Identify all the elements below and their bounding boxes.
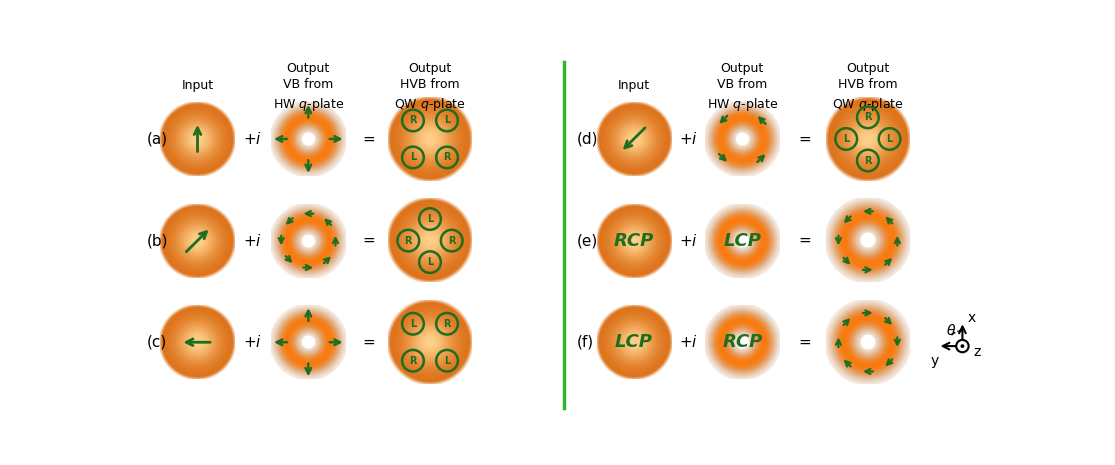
Text: Output
HVB from
QW $q$-plate: Output HVB from QW $q$-plate — [832, 62, 904, 113]
Text: R: R — [409, 356, 417, 365]
Text: +$i$: +$i$ — [243, 131, 262, 147]
Text: (d): (d) — [578, 132, 599, 146]
Text: L: L — [410, 319, 416, 329]
Text: (a): (a) — [147, 132, 168, 146]
Text: Input: Input — [182, 79, 214, 92]
Text: +$i$: +$i$ — [679, 131, 698, 147]
Text: Output
VB from
HW $q$-plate: Output VB from HW $q$-plate — [707, 62, 778, 113]
Text: =: = — [362, 335, 376, 350]
Text: Output
VB from
HW $q$-plate: Output VB from HW $q$-plate — [273, 62, 343, 113]
Text: (f): (f) — [578, 335, 594, 350]
Text: LCP: LCP — [614, 333, 652, 351]
Circle shape — [957, 340, 969, 352]
Text: L: L — [886, 134, 893, 144]
Text: RCP: RCP — [723, 333, 763, 351]
Text: (b): (b) — [147, 233, 168, 248]
Text: R: R — [405, 236, 413, 246]
Text: L: L — [444, 356, 450, 365]
Text: (c): (c) — [147, 335, 167, 350]
Text: =: = — [798, 132, 812, 146]
Text: Output
HVB from
QW $q$-plate: Output HVB from QW $q$-plate — [394, 62, 466, 113]
Text: R: R — [409, 115, 417, 126]
Text: (e): (e) — [578, 233, 599, 248]
Text: +$i$: +$i$ — [679, 334, 698, 350]
Text: R: R — [444, 153, 450, 162]
Text: L: L — [427, 214, 433, 224]
Text: z: z — [973, 345, 981, 359]
Circle shape — [960, 344, 964, 348]
Text: L: L — [843, 134, 850, 144]
Text: +$i$: +$i$ — [243, 232, 262, 249]
Text: =: = — [798, 335, 812, 350]
Text: $\theta$: $\theta$ — [947, 323, 957, 338]
Text: L: L — [427, 257, 433, 267]
Text: L: L — [444, 115, 450, 126]
Text: +$i$: +$i$ — [679, 232, 698, 249]
Text: R: R — [444, 319, 450, 329]
Text: y: y — [930, 354, 939, 368]
Text: =: = — [362, 132, 376, 146]
Text: R: R — [864, 155, 872, 166]
Text: L: L — [410, 153, 416, 162]
Text: R: R — [448, 236, 455, 246]
Text: Input: Input — [618, 79, 650, 92]
Text: RCP: RCP — [613, 232, 655, 250]
Text: LCP: LCP — [724, 232, 762, 250]
Text: =: = — [798, 233, 812, 248]
Text: x: x — [968, 312, 976, 326]
Text: +$i$: +$i$ — [243, 334, 262, 350]
Text: R: R — [864, 113, 872, 122]
Text: =: = — [362, 233, 376, 248]
